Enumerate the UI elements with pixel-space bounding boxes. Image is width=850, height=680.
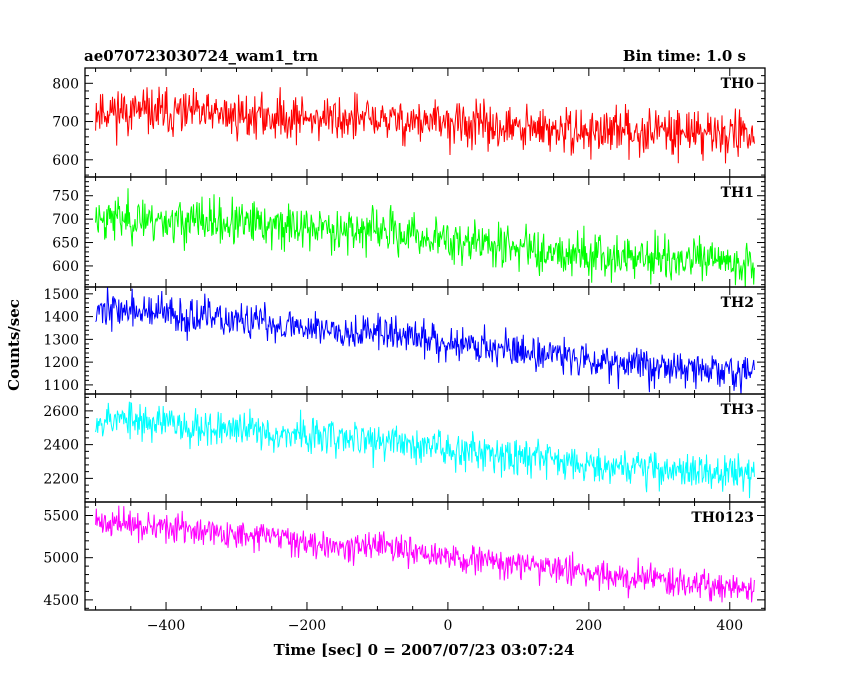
panel-label: TH0 [721, 76, 755, 92]
panel-frame [84, 501, 766, 611]
y-tick-label: 2400 [43, 438, 79, 454]
y-tick-label: 1500 [43, 287, 79, 303]
chart-title: ae070723030724_wam1_trn [84, 47, 318, 65]
y-tick-label: 600 [52, 259, 79, 275]
series-line-th3 [95, 401, 755, 499]
y-tick-label: 700 [52, 212, 79, 228]
panel-label: TH0123 [691, 510, 754, 526]
x-axis: −400 −200 0 200 400 [147, 618, 743, 634]
x-tick-label: 200 [575, 618, 602, 634]
x-tick-label: −200 [288, 618, 326, 634]
panel-label: TH1 [721, 185, 754, 201]
y-tick-label: 2600 [43, 404, 79, 420]
bin-time-label: Bin time: 1.0 s [623, 47, 746, 65]
y-tick-label: 4500 [43, 593, 79, 609]
x-tick-label: −400 [147, 618, 185, 634]
y-tick-label: 2200 [43, 471, 79, 487]
series-line-th2 [95, 287, 755, 394]
y-tick-label: 5000 [43, 551, 79, 567]
panel-th0123: 4500 5000 5500 TH0123 [43, 501, 766, 611]
y-tick-label: 650 [52, 236, 79, 252]
panel-label: TH2 [721, 295, 754, 311]
x-axis-label: Time [sec] 0 = 2007/07/23 03:07:24 [274, 641, 575, 659]
y-tick-label: 800 [52, 76, 79, 92]
panel-label: TH3 [721, 402, 754, 418]
y-tick-label: 1100 [43, 378, 79, 394]
series-line-th0123 [95, 505, 755, 603]
y-axis-label: Counts/sec [5, 299, 23, 391]
y-tick-label: 1400 [43, 310, 79, 326]
y-tick-label: 750 [52, 189, 79, 205]
x-tick-label: 0 [443, 618, 452, 634]
y-tick-label: 1200 [43, 355, 79, 371]
panel-th3: 2200 2400 2600 TH3 [43, 393, 766, 503]
panel-th2: 1100 1200 1300 1400 1500 TH2 [43, 286, 766, 395]
y-tick-label: 5500 [43, 509, 79, 525]
y-tick-label: 700 [52, 115, 79, 131]
y-tick-label: 600 [52, 153, 79, 169]
x-tick-label: 400 [716, 618, 743, 634]
series-line-th0 [95, 86, 755, 164]
series-line-th1 [95, 188, 755, 287]
y-tick-label: 1300 [43, 332, 79, 348]
